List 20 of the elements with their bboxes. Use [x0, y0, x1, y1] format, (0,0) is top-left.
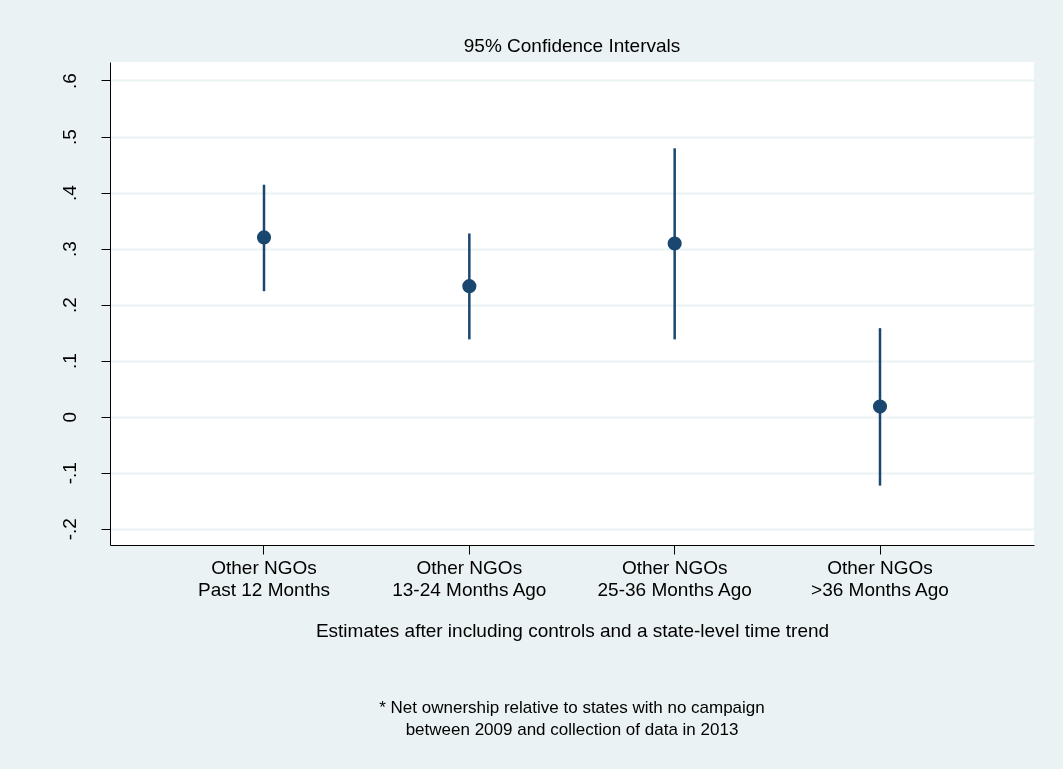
x-tick-label: Other NGOs 13-24 Months Ago [392, 556, 547, 600]
point [256, 230, 272, 245]
x-tick-label: Other NGOs >36 Months Ago [811, 556, 949, 600]
chart-title: 95% Confidence Intervals [463, 35, 681, 56]
x-tick-label: Other NGOs 25-36 Months Ago [597, 556, 752, 600]
x-tick-label: Other NGOs Past 12 Months [197, 556, 331, 600]
y-tick-label: 0 [58, 411, 80, 423]
point [462, 279, 477, 294]
y-tick-label: .6 [58, 73, 80, 89]
y-tick-label: .5 [58, 129, 80, 145]
point [667, 236, 682, 251]
point [872, 399, 888, 414]
y-tick-label: .1 [58, 353, 80, 370]
y-tick-label: .3 [58, 241, 80, 258]
y-tick-label: -.1 [58, 462, 80, 485]
y-tick-label: .2 [58, 297, 80, 314]
text: * Net ownership relative to states with no campaign between 2009 and collection of data in 2013 [379, 698, 765, 739]
y-tick-label: .4 [58, 184, 80, 201]
x-axis-title: Estimates after including controls and a state-level time trend [315, 619, 830, 641]
y-tick-label: -.2 [58, 518, 80, 541]
